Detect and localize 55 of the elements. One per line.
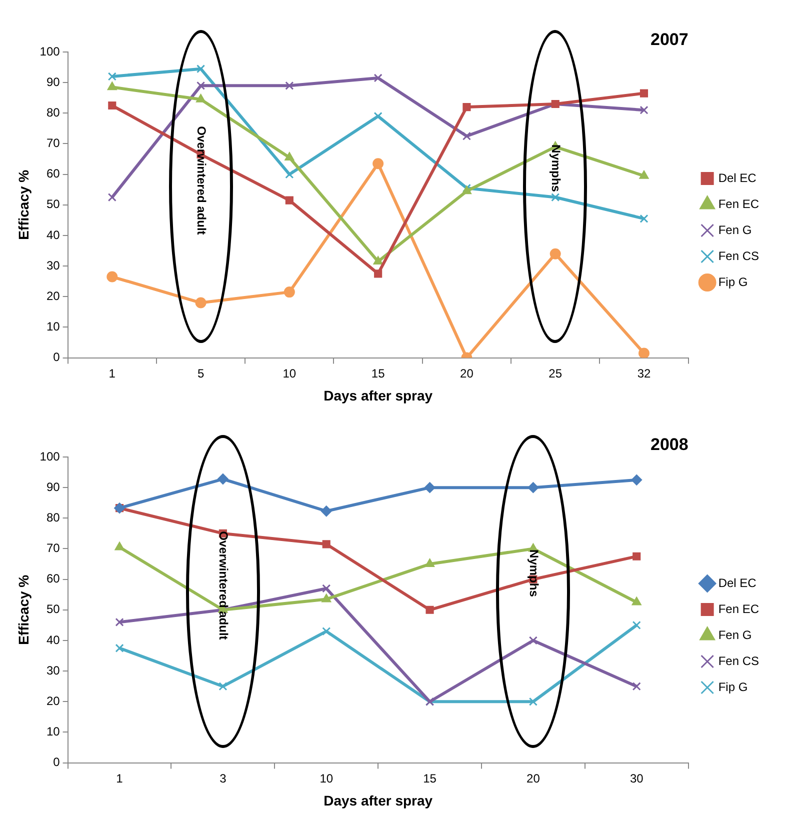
y-tick-label: 80 (46, 105, 60, 120)
x-tick-label: 15 (371, 366, 386, 380)
y-tick-label: 60 (46, 572, 60, 586)
y-tick-label: 30 (46, 663, 60, 678)
x-tick-label: 30 (630, 771, 644, 786)
legend-label: Del EC (718, 170, 757, 185)
y-tick-label: 70 (46, 541, 60, 556)
legend-label: Fip G (718, 274, 748, 289)
y-axis-title: Efficacy % (15, 574, 32, 645)
y-tick-label: 40 (46, 632, 60, 647)
x-tick-label: 15 (423, 771, 437, 786)
y-tick-label: 80 (46, 510, 60, 524)
x-tick-label: 32 (637, 366, 651, 380)
annotation: Nymphs (526, 550, 541, 598)
y-tick-label: 90 (46, 480, 60, 494)
y-axis-title: Efficacy % (15, 169, 32, 240)
y-tick-label: 100 (40, 449, 60, 464)
legend-label: Fen EC (718, 602, 760, 616)
y-tick-label: 20 (46, 288, 60, 303)
y-tick-label: 50 (46, 197, 60, 212)
annotation: Overwintered adult (194, 126, 208, 235)
chart-title: 2007 (650, 30, 688, 50)
y-tick-label: 60 (46, 166, 60, 181)
x-tick-label: 20 (526, 771, 540, 786)
legend-label: Fen CS (718, 248, 760, 263)
legend-label: Del EC (718, 576, 757, 590)
x-tick-label: 1 (116, 771, 124, 786)
x-tick-label: 3 (220, 771, 227, 786)
legend-label: Fen G (718, 628, 752, 642)
y-tick-label: 100 (40, 44, 60, 58)
x-axis-title: Days after spray (324, 792, 433, 808)
y-tick-label: 10 (46, 724, 60, 739)
y-tick-label: 20 (46, 694, 60, 708)
annotation: Nymphs (549, 144, 564, 192)
x-tick-label: 5 (197, 366, 204, 380)
y-tick-label: 50 (46, 602, 60, 616)
x-tick-label: 25 (548, 366, 562, 380)
legend-label: Fen CS (718, 654, 760, 668)
legend-label: Fen G (718, 222, 752, 237)
x-tick-label: 20 (460, 366, 474, 380)
x-tick-label: 1 (108, 366, 116, 380)
x-tick-label: 10 (282, 366, 296, 380)
x-tick-label: 10 (320, 771, 334, 786)
x-axis-title: Days after spray (324, 387, 433, 404)
annotation: Overwintered adult (216, 531, 231, 640)
y-tick-label: 70 (46, 136, 60, 150)
y-tick-label: 90 (46, 74, 60, 89)
legend-label: Fen EC (718, 196, 760, 211)
y-tick-label: 40 (46, 228, 60, 242)
y-tick-label: 0 (53, 755, 60, 770)
y-tick-label: 0 (53, 350, 60, 364)
y-tick-label: 30 (46, 258, 60, 272)
y-tick-label: 10 (46, 320, 60, 334)
legend-label: Fip G (718, 680, 748, 694)
chart-title: 2008 (650, 435, 688, 455)
